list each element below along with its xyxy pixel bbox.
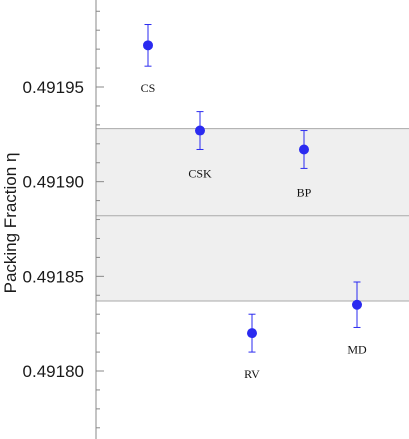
data-point-md <box>352 299 362 310</box>
band-fill <box>96 128 409 301</box>
y-tick-label: 0.49190 <box>23 173 84 192</box>
point-label-rv: RV <box>244 367 260 381</box>
data-point-bp <box>299 144 309 155</box>
data-point-csk <box>195 125 205 136</box>
confidence-band <box>96 128 409 302</box>
data-points: CS CSK BP RV MD <box>141 24 367 381</box>
y-tick-label: 0.49185 <box>23 267 84 286</box>
data-point-cs <box>143 40 153 51</box>
point-label-cs: CS <box>141 81 156 95</box>
y-axis-label: Packing Fraction η <box>1 153 20 294</box>
y-tick-label: 0.49180 <box>23 362 84 381</box>
data-point-rv <box>247 328 257 339</box>
y-axis: 0.49180 0.49185 0.49190 0.49195 <box>23 0 104 439</box>
point-label-bp: BP <box>297 185 312 199</box>
point-label-md: MD <box>347 342 367 356</box>
point-label-csk: CSK <box>188 166 212 180</box>
y-tick-label: 0.49195 <box>23 78 84 97</box>
